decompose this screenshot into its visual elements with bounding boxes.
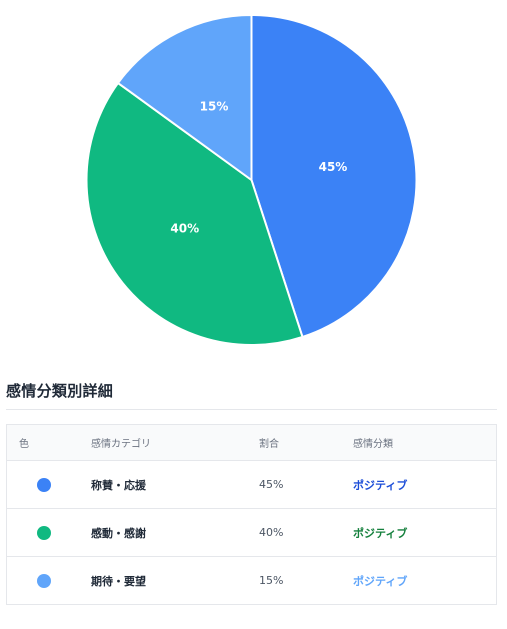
table-row: 称賛・応援 45% ポジティブ [7,461,496,509]
pie-slice-1 [250,13,418,339]
header-color: 色 [19,439,29,450]
pie-slice-2 [85,81,304,346]
table-row: 期待・要望 15% ポジティブ [7,557,496,604]
pie-slice-label-2: 40% [170,221,199,235]
pie-slice-label-3: 15% [200,99,229,113]
ratio-value: 15% [259,574,284,587]
classification-label: ポジティブ [353,574,408,588]
classification-label: ポジティブ [353,526,408,540]
table-header-row: 色 感情カテゴリ 割合 感情分類 [7,425,496,461]
section-title: 感情分類別詳細 [6,382,114,400]
header-classification: 感情分類 [353,439,393,450]
header-category: 感情カテゴリ [91,439,151,450]
section-divider [6,409,497,410]
ratio-value: 45% [259,478,284,491]
ratio-value: 40% [259,526,284,539]
color-dot [37,573,51,588]
classification-label: ポジティブ [353,478,408,492]
pie-slice-3 [116,13,253,182]
header-ratio: 割合 [259,439,279,450]
category-name: 感動・感謝 [91,526,146,540]
category-name: 期待・要望 [91,574,146,588]
sentiment-detail-table: 色 感情カテゴリ 割合 感情分類 称賛・応援 45% ポジティブ 感動・感謝 4… [6,424,497,605]
sentiment-pie-chart: 45% 40% 15% [85,13,418,346]
color-dot [37,477,51,492]
table-row: 感動・感謝 40% ポジティブ [7,509,496,557]
pie-slice-label-1: 45% [319,160,348,174]
category-name: 称賛・応援 [91,478,146,492]
color-dot [37,525,51,540]
